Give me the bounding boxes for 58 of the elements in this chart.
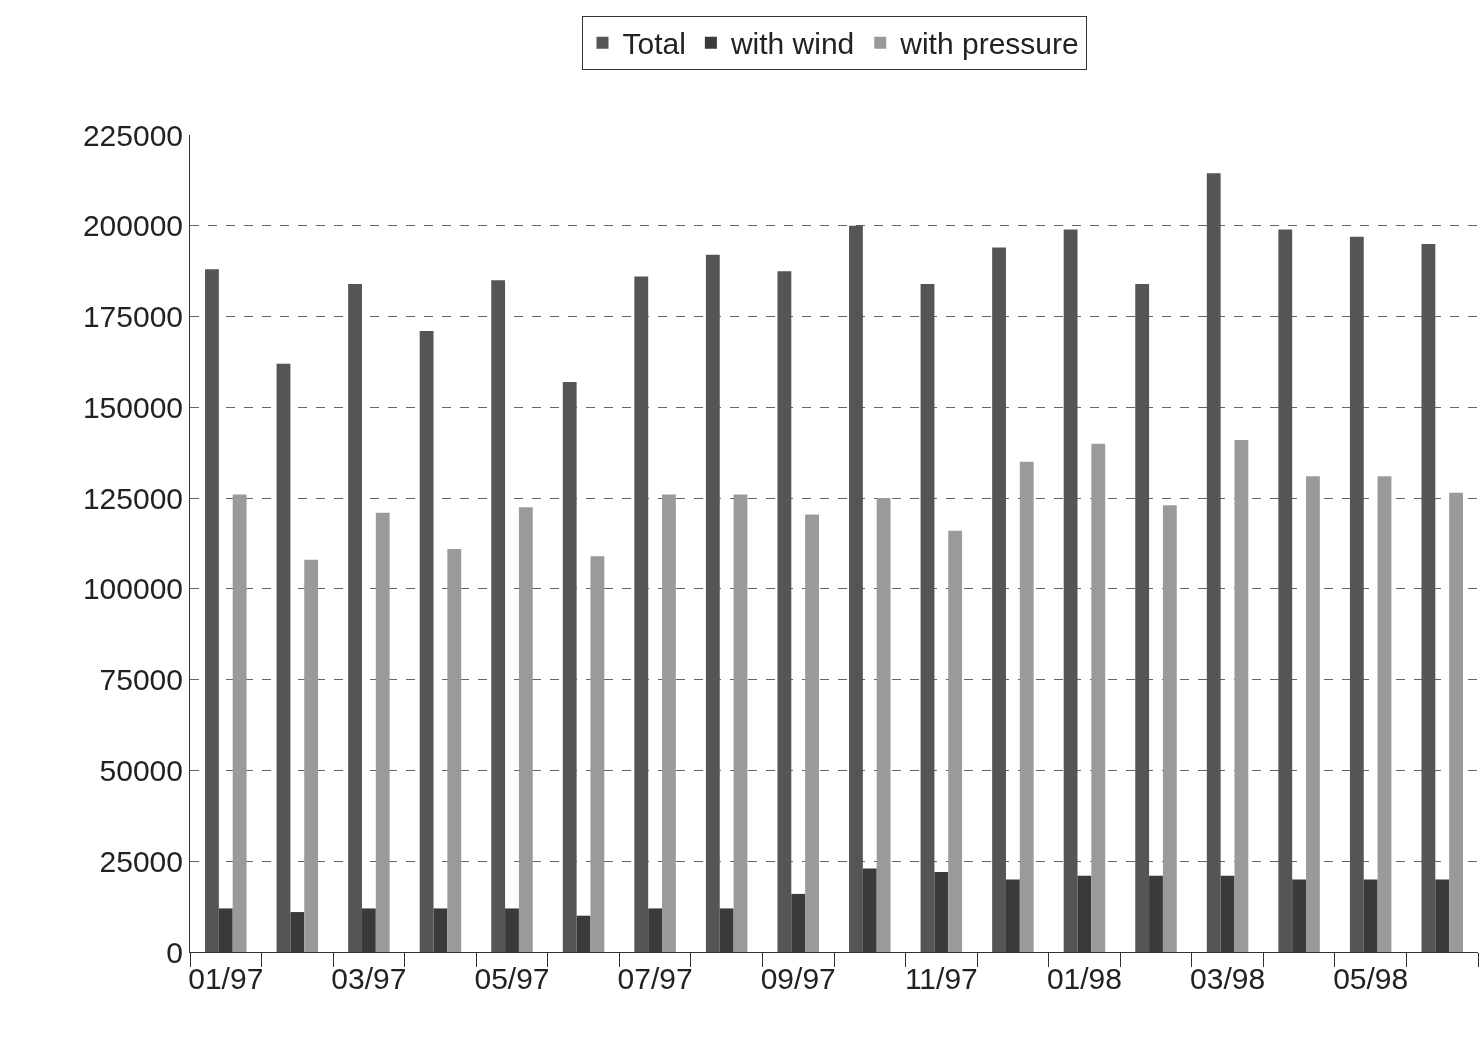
bar bbox=[419, 331, 434, 952]
bar bbox=[1278, 229, 1293, 952]
bar bbox=[276, 363, 291, 952]
bar bbox=[805, 514, 819, 952]
bar bbox=[1091, 443, 1106, 952]
bar bbox=[1206, 173, 1221, 952]
x-tick-label: 01/97 bbox=[188, 962, 264, 995]
bar bbox=[1135, 283, 1150, 952]
y-tick-label: 200000 bbox=[82, 209, 183, 243]
bar bbox=[1421, 243, 1436, 952]
bar bbox=[634, 276, 649, 952]
bar bbox=[1349, 236, 1364, 952]
y-tick-label: 175000 bbox=[82, 300, 183, 334]
bar bbox=[948, 530, 963, 952]
bar bbox=[232, 494, 247, 952]
bar bbox=[876, 498, 891, 952]
x-tick-label: 09/97 bbox=[760, 962, 836, 995]
bar bbox=[1234, 440, 1249, 952]
y-tick-label: 75000 bbox=[99, 663, 183, 697]
legend-label: with wind bbox=[729, 27, 855, 61]
y-tick-label: 125000 bbox=[82, 481, 183, 515]
y-tick-label: 150000 bbox=[82, 390, 183, 424]
x-tick-label: 05/98 bbox=[1333, 962, 1409, 995]
bar bbox=[992, 247, 1006, 952]
x-tick-label: 03/98 bbox=[1190, 962, 1266, 995]
bar bbox=[1162, 505, 1177, 952]
y-tick-label: 225000 bbox=[82, 118, 183, 152]
bar bbox=[777, 271, 792, 952]
bar bbox=[1019, 461, 1034, 952]
x-tick-label: 01/98 bbox=[1046, 962, 1122, 995]
legend-label: with pressure bbox=[899, 27, 1079, 61]
bar bbox=[1306, 476, 1320, 952]
bar bbox=[590, 556, 605, 952]
bar bbox=[1449, 492, 1463, 952]
y-tick-label: 0 bbox=[166, 935, 183, 969]
bar bbox=[348, 283, 362, 952]
bar bbox=[518, 507, 533, 952]
bar bbox=[375, 512, 390, 952]
bar bbox=[733, 494, 748, 952]
bar bbox=[304, 559, 319, 952]
bar bbox=[562, 381, 577, 952]
bar bbox=[447, 548, 462, 952]
legend-label: Total bbox=[622, 27, 686, 61]
x-tick-label: 07/97 bbox=[617, 962, 693, 995]
bar bbox=[662, 494, 676, 952]
y-tick-label: 100000 bbox=[82, 572, 183, 606]
y-tick-label: 50000 bbox=[99, 753, 183, 787]
bar bbox=[1063, 229, 1078, 952]
x-tick-label: 03/97 bbox=[331, 962, 407, 995]
bar bbox=[205, 269, 219, 952]
bar bbox=[491, 280, 506, 952]
bar bbox=[705, 254, 720, 952]
y-tick-label: 25000 bbox=[99, 844, 183, 878]
x-tick-label: 05/97 bbox=[474, 962, 550, 995]
bar bbox=[920, 283, 935, 952]
x-tick-label: 11/97 bbox=[904, 962, 978, 995]
bar bbox=[849, 225, 863, 952]
bar bbox=[1377, 476, 1392, 952]
